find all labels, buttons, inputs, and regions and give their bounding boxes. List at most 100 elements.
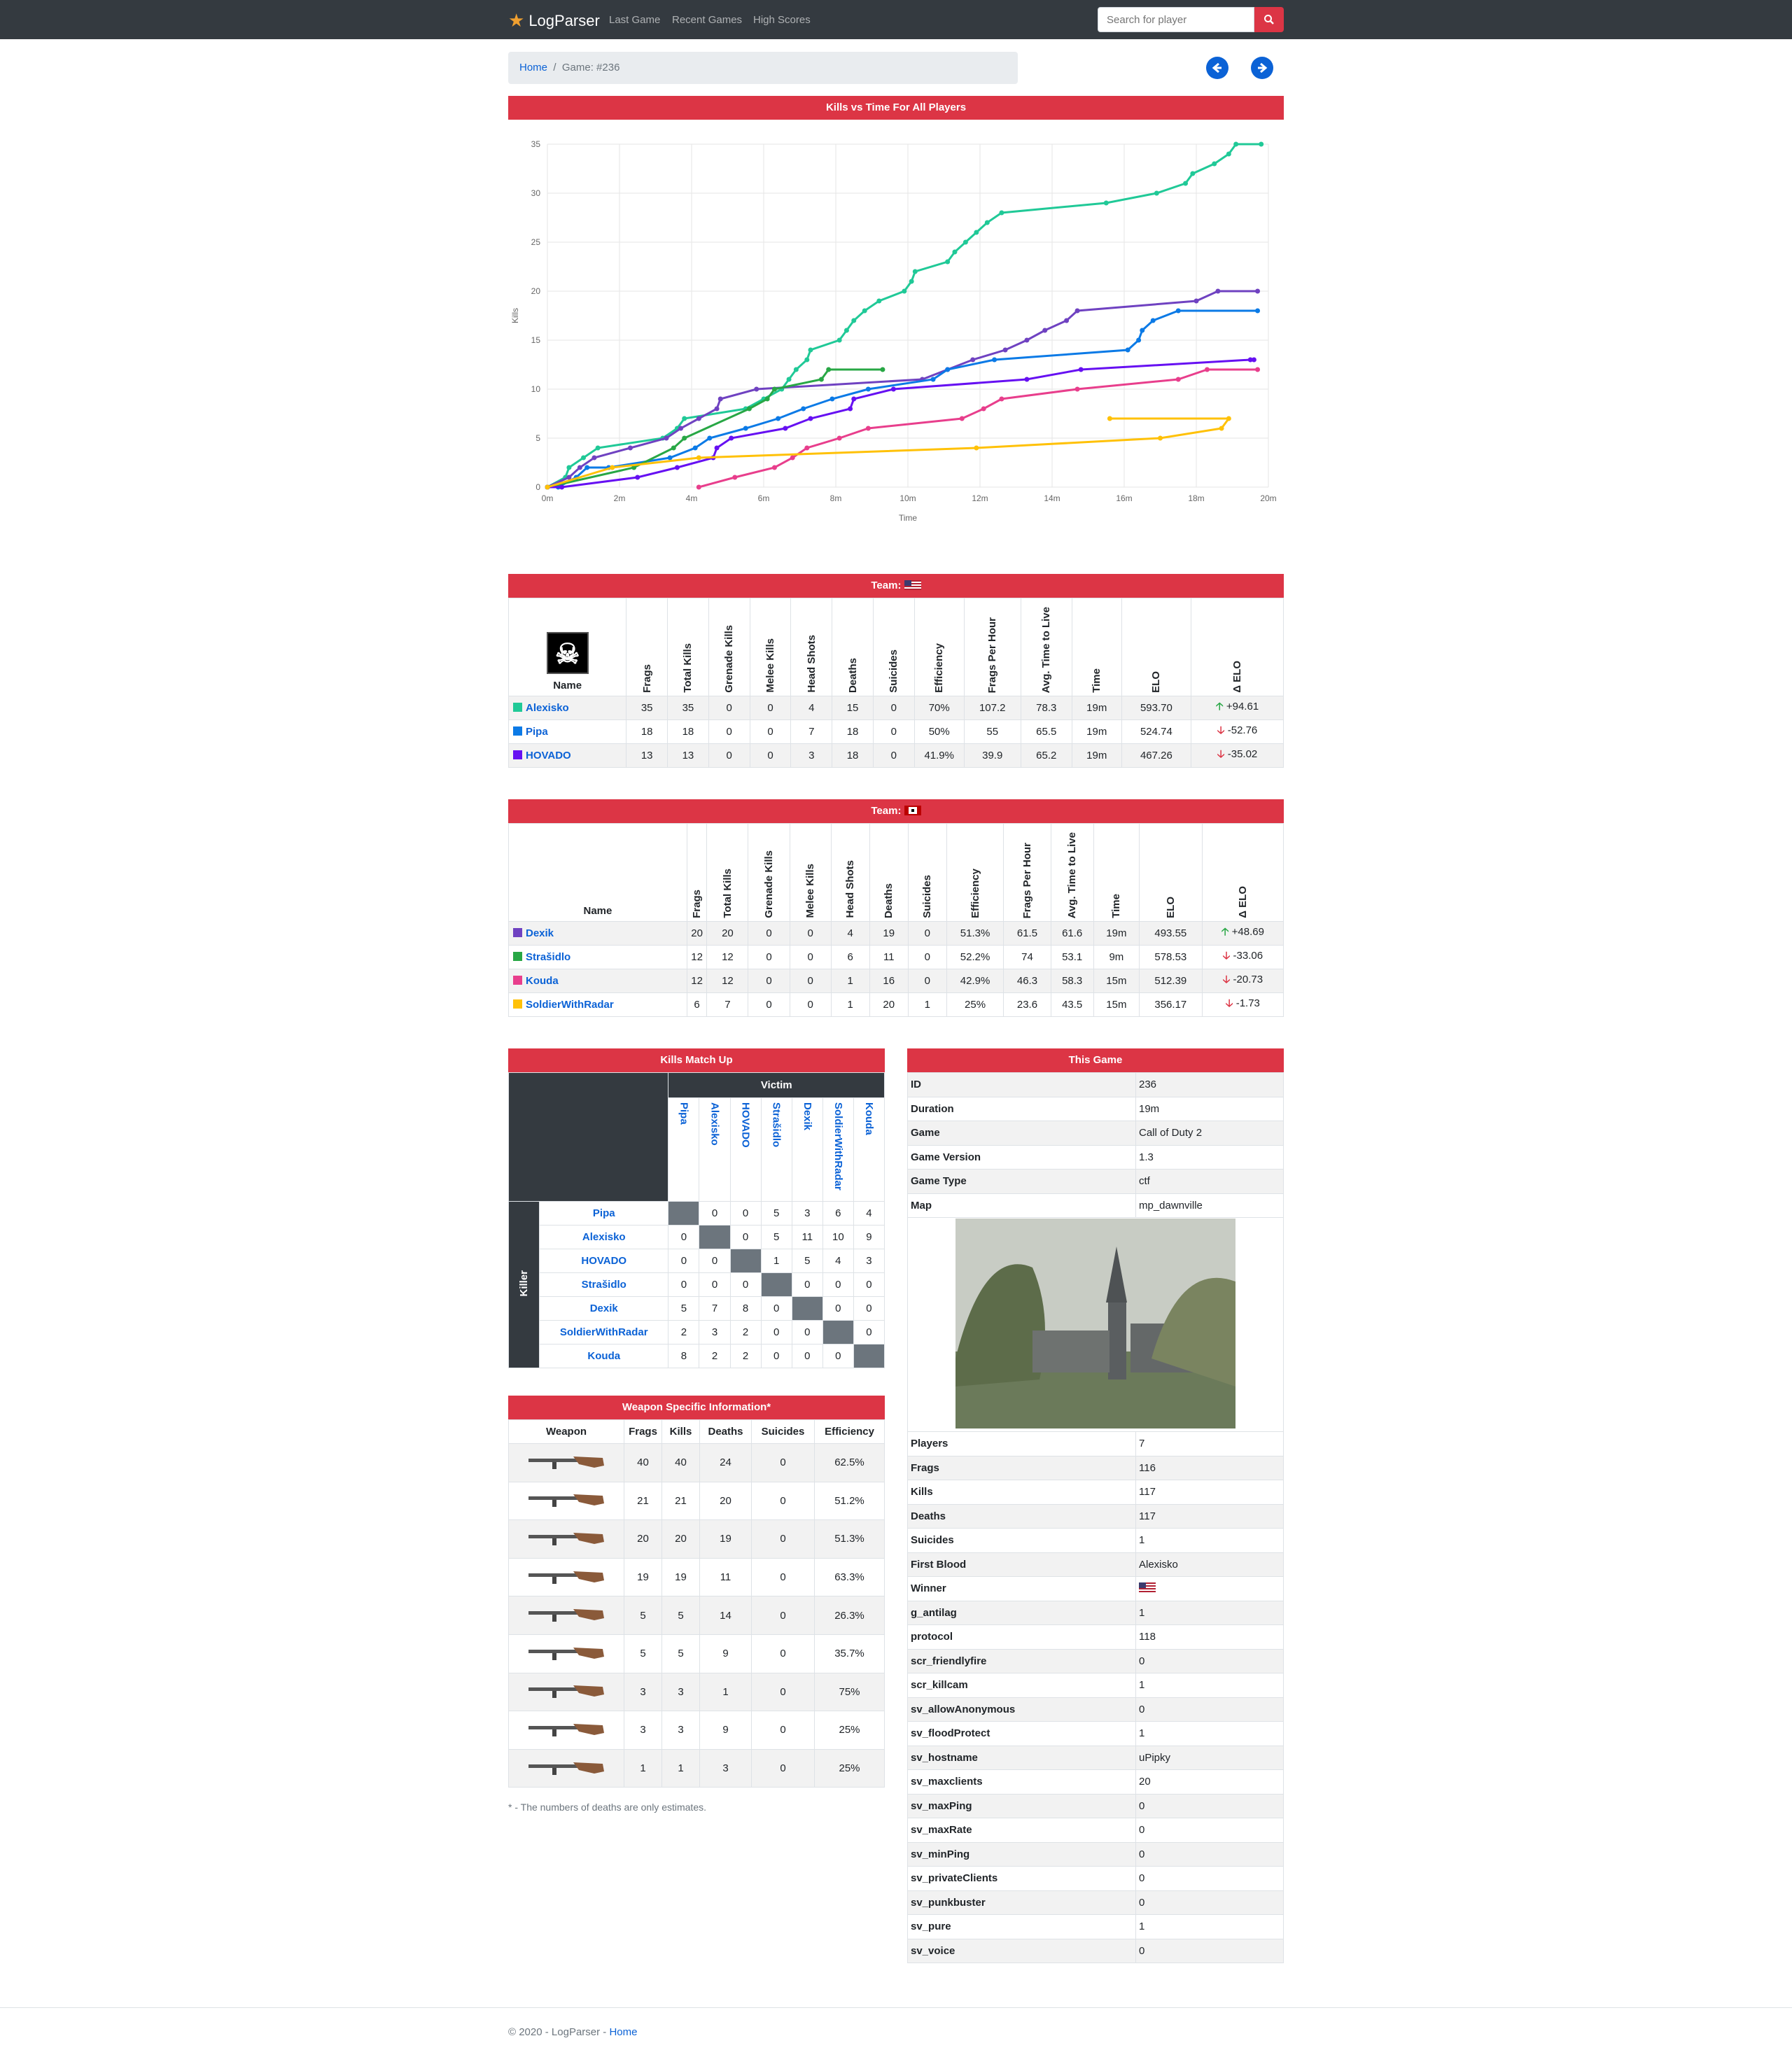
player-link[interactable]: Kouda bbox=[526, 975, 559, 987]
data-point[interactable] bbox=[1215, 288, 1221, 294]
data-point[interactable] bbox=[1226, 416, 1231, 421]
data-point[interactable] bbox=[952, 249, 958, 255]
data-point[interactable] bbox=[804, 445, 810, 451]
killer-player-link[interactable]: Pipa bbox=[592, 1207, 615, 1219]
data-point[interactable] bbox=[1251, 357, 1256, 363]
data-point[interactable] bbox=[1136, 337, 1142, 343]
data-point[interactable] bbox=[1255, 367, 1261, 372]
data-point[interactable] bbox=[610, 465, 615, 470]
data-point[interactable] bbox=[970, 357, 976, 363]
data-point[interactable] bbox=[836, 435, 842, 441]
data-point[interactable] bbox=[1194, 298, 1199, 304]
player-link[interactable]: Pipa bbox=[526, 726, 548, 738]
data-point[interactable] bbox=[880, 367, 886, 372]
data-point[interactable] bbox=[635, 475, 640, 480]
data-point[interactable] bbox=[999, 210, 1004, 216]
data-point[interactable] bbox=[992, 357, 997, 363]
data-point[interactable] bbox=[1255, 308, 1261, 314]
nav-high-scores[interactable]: High Scores bbox=[753, 14, 811, 26]
data-point[interactable] bbox=[627, 445, 633, 451]
data-point[interactable] bbox=[1074, 386, 1080, 392]
next-game-button[interactable] bbox=[1251, 57, 1273, 79]
data-point[interactable] bbox=[1154, 190, 1159, 196]
data-point[interactable] bbox=[1125, 347, 1130, 353]
data-point[interactable] bbox=[674, 465, 680, 470]
data-point[interactable] bbox=[664, 435, 669, 441]
search-input[interactable] bbox=[1098, 7, 1254, 32]
data-point[interactable] bbox=[804, 357, 810, 363]
data-point[interactable] bbox=[1042, 328, 1048, 333]
killer-player-link[interactable]: Alexisko bbox=[582, 1231, 626, 1243]
data-point[interactable] bbox=[577, 465, 582, 470]
data-point[interactable] bbox=[771, 465, 777, 470]
data-point[interactable] bbox=[818, 377, 824, 382]
data-point[interactable] bbox=[1024, 337, 1030, 343]
data-point[interactable] bbox=[732, 475, 738, 480]
data-point[interactable] bbox=[999, 396, 1004, 402]
victim-player-link[interactable]: Strašidlo bbox=[770, 1102, 783, 1148]
data-point[interactable] bbox=[764, 396, 770, 402]
victim-player-link[interactable]: Alexisko bbox=[708, 1102, 721, 1146]
data-point[interactable] bbox=[786, 377, 792, 382]
data-point[interactable] bbox=[945, 259, 951, 265]
data-point[interactable] bbox=[865, 386, 871, 392]
killer-player-link[interactable]: Dexik bbox=[589, 1303, 618, 1314]
data-point[interactable] bbox=[984, 220, 990, 225]
data-point[interactable] bbox=[851, 318, 857, 323]
data-point[interactable] bbox=[776, 416, 781, 421]
search-button[interactable] bbox=[1254, 7, 1284, 32]
data-point[interactable] bbox=[801, 406, 806, 412]
footer-home-link[interactable]: Home bbox=[609, 2026, 638, 2038]
data-point[interactable] bbox=[1074, 308, 1080, 314]
data-point[interactable] bbox=[631, 465, 637, 470]
breadcrumb-home[interactable]: Home bbox=[519, 62, 548, 73]
data-point[interactable] bbox=[595, 445, 601, 451]
data-point[interactable] bbox=[696, 484, 701, 490]
data-point[interactable] bbox=[692, 445, 698, 451]
data-point[interactable] bbox=[783, 426, 788, 431]
data-point[interactable] bbox=[1140, 328, 1145, 333]
data-point[interactable] bbox=[754, 386, 760, 392]
killer-player-link[interactable]: HOVADO bbox=[581, 1255, 627, 1267]
data-point[interactable] bbox=[566, 465, 572, 470]
player-link[interactable]: SoldierWithRadar bbox=[526, 999, 614, 1011]
data-point[interactable] bbox=[667, 455, 673, 461]
data-point[interactable] bbox=[729, 435, 734, 441]
data-point[interactable] bbox=[1150, 318, 1156, 323]
data-point[interactable] bbox=[981, 406, 986, 412]
victim-player-link[interactable]: SoldierWithRadar bbox=[832, 1102, 844, 1191]
victim-player-link[interactable]: Pipa bbox=[678, 1102, 690, 1125]
data-point[interactable] bbox=[714, 406, 720, 412]
data-point[interactable] bbox=[746, 406, 752, 412]
data-point[interactable] bbox=[592, 455, 597, 461]
data-point[interactable] bbox=[808, 416, 813, 421]
data-point[interactable] bbox=[1233, 141, 1239, 147]
data-point[interactable] bbox=[678, 426, 684, 431]
data-point[interactable] bbox=[909, 279, 914, 284]
data-point[interactable] bbox=[930, 377, 936, 382]
data-point[interactable] bbox=[1002, 347, 1008, 353]
data-point[interactable] bbox=[959, 416, 965, 421]
data-point[interactable] bbox=[1259, 141, 1264, 147]
data-point[interactable] bbox=[876, 298, 882, 304]
killer-player-link[interactable]: SoldierWithRadar bbox=[559, 1326, 648, 1338]
data-point[interactable] bbox=[836, 337, 842, 343]
data-point[interactable] bbox=[696, 416, 701, 421]
data-point[interactable] bbox=[1024, 377, 1030, 382]
data-point[interactable] bbox=[718, 396, 723, 402]
data-point[interactable] bbox=[1204, 367, 1210, 372]
nav-recent-games[interactable]: Recent Games bbox=[672, 14, 743, 26]
data-point[interactable] bbox=[1183, 181, 1189, 186]
data-point[interactable] bbox=[696, 455, 701, 461]
data-point[interactable] bbox=[714, 445, 720, 451]
brand-logo[interactable]: ★ LogParser bbox=[508, 10, 600, 31]
data-point[interactable] bbox=[790, 455, 795, 461]
data-point[interactable] bbox=[912, 269, 918, 274]
data-point[interactable] bbox=[865, 426, 871, 431]
data-point[interactable] bbox=[707, 435, 713, 441]
victim-player-link[interactable]: HOVADO bbox=[739, 1102, 752, 1148]
data-point[interactable] bbox=[1247, 357, 1253, 363]
data-point[interactable] bbox=[1103, 200, 1109, 206]
data-point[interactable] bbox=[566, 475, 572, 480]
data-point[interactable] bbox=[848, 406, 853, 412]
